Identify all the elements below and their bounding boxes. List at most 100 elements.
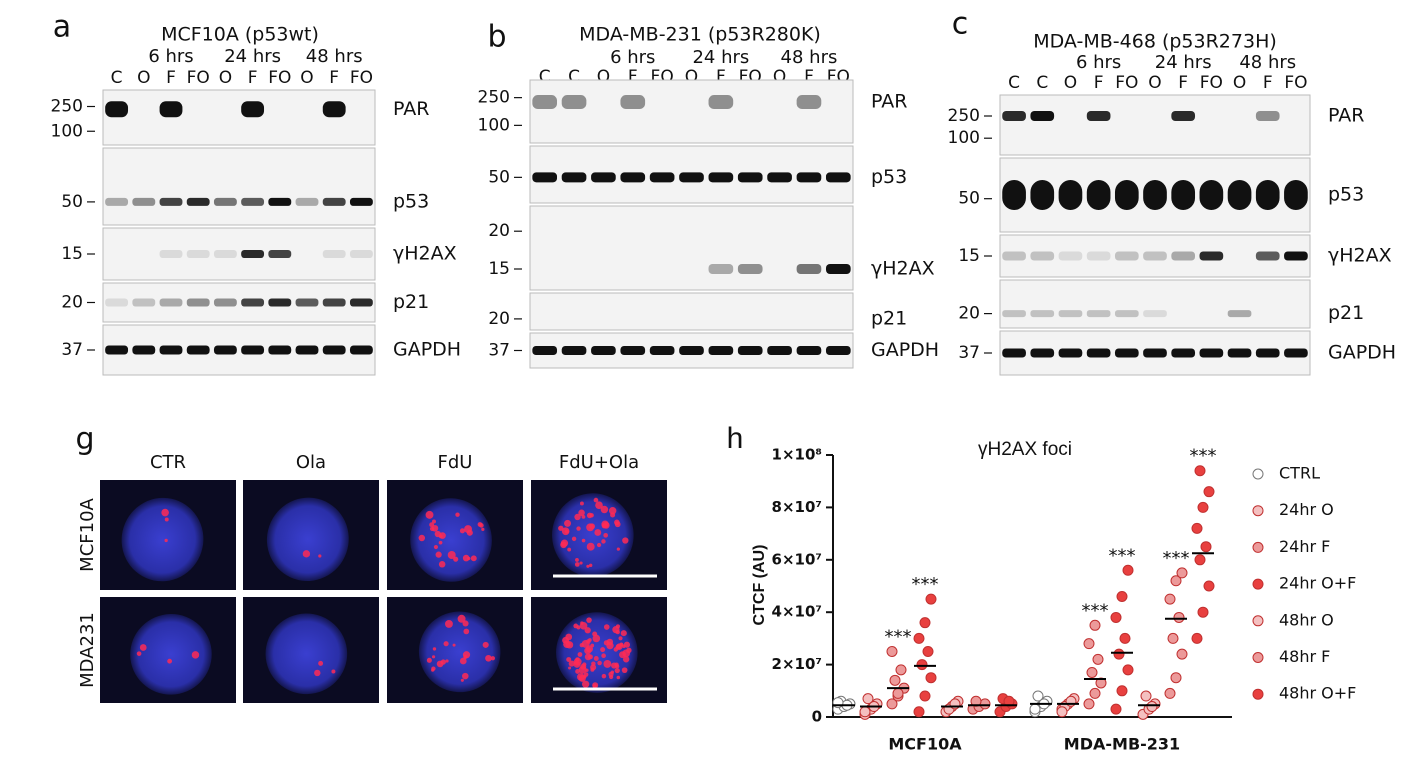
band xyxy=(268,250,292,258)
point xyxy=(1092,653,1104,665)
focus xyxy=(431,668,435,672)
point xyxy=(1116,685,1128,697)
marker-label: 50 xyxy=(61,192,83,212)
focus xyxy=(603,624,610,630)
legend-label: 24hr F xyxy=(1279,537,1330,556)
focus xyxy=(601,522,608,529)
focus xyxy=(564,519,572,527)
lane-label: F xyxy=(804,67,814,87)
band xyxy=(268,298,292,307)
focus xyxy=(592,634,601,643)
protein-label: p21 xyxy=(393,291,429,313)
focus xyxy=(136,651,142,656)
time-label: 6 hrs xyxy=(1076,52,1121,73)
focus xyxy=(425,510,434,519)
focus xyxy=(563,640,571,649)
focus xyxy=(470,555,477,562)
focus xyxy=(582,680,590,688)
focus xyxy=(565,633,573,641)
lane-label: O xyxy=(1233,73,1246,93)
band xyxy=(532,346,558,355)
band xyxy=(620,172,646,183)
legend-swatch xyxy=(1252,541,1264,553)
legend-label: 48hr F xyxy=(1279,647,1330,666)
focus xyxy=(558,525,564,531)
protein-label: γH2AX xyxy=(871,258,935,280)
band xyxy=(186,197,210,206)
focus xyxy=(579,622,588,630)
focus xyxy=(603,660,612,668)
focus xyxy=(460,678,464,682)
band xyxy=(679,346,704,355)
marker-label: 250 xyxy=(948,106,980,126)
legend-label: 48hr O xyxy=(1279,610,1334,629)
point xyxy=(1083,698,1095,710)
band xyxy=(1030,251,1055,261)
focus xyxy=(560,539,569,547)
focus xyxy=(318,660,324,666)
focus xyxy=(435,551,442,558)
band xyxy=(1143,251,1167,261)
band xyxy=(708,264,734,274)
focus xyxy=(608,507,617,515)
band xyxy=(1255,111,1280,121)
band xyxy=(268,197,292,206)
point xyxy=(1176,648,1188,660)
band xyxy=(322,197,346,206)
point xyxy=(1116,590,1128,602)
band xyxy=(213,250,237,258)
marker-label: 50 xyxy=(958,189,980,209)
focus xyxy=(455,512,460,517)
focus xyxy=(615,624,620,629)
marker-label: 15 xyxy=(488,259,510,279)
protein-label: p53 xyxy=(1328,184,1364,206)
focus xyxy=(432,647,437,651)
focus xyxy=(615,644,621,650)
focus xyxy=(452,643,456,647)
focus xyxy=(616,675,621,680)
point xyxy=(1122,564,1134,576)
panel-letter: h xyxy=(727,422,744,455)
y-tick-label: 0 xyxy=(812,708,822,726)
band xyxy=(1030,348,1055,358)
band xyxy=(708,172,734,183)
focus xyxy=(418,534,426,542)
lane-label: F xyxy=(329,68,339,88)
point xyxy=(1056,706,1068,718)
focus xyxy=(453,556,459,562)
point xyxy=(1203,580,1215,592)
band xyxy=(1030,111,1055,121)
band xyxy=(1171,348,1196,358)
y-tick-label: 8×10⁷ xyxy=(772,498,822,516)
time-label: 6 hrs xyxy=(148,46,193,67)
blot-title: MCF10A (p53wt) xyxy=(161,24,319,46)
nucleus xyxy=(418,611,501,693)
lane-label: F xyxy=(1178,73,1188,93)
focus xyxy=(438,540,443,545)
x-tick-label: MDA-MB-231 xyxy=(1064,735,1180,754)
marker-label: 15 xyxy=(61,244,83,264)
point xyxy=(1203,486,1215,498)
focus xyxy=(579,561,583,565)
focus xyxy=(462,620,469,627)
band xyxy=(708,95,734,110)
marker-label: 15 xyxy=(958,246,980,266)
time-label: 48 hrs xyxy=(781,47,838,68)
lane-label: O xyxy=(1064,73,1077,93)
focus xyxy=(161,508,169,517)
point xyxy=(859,706,871,718)
blot-strip xyxy=(102,147,376,226)
point xyxy=(1170,672,1182,684)
lane-label: C xyxy=(568,67,580,87)
focus xyxy=(592,682,599,689)
significance: *** xyxy=(1190,446,1217,467)
marker-label: 100 xyxy=(51,121,83,141)
point xyxy=(1032,690,1044,702)
band xyxy=(796,264,822,274)
focus xyxy=(596,542,602,548)
focus xyxy=(139,644,147,651)
band xyxy=(159,250,183,258)
nucleus xyxy=(130,614,212,695)
protein-label: PAR xyxy=(871,91,907,113)
lane-label: F xyxy=(628,67,638,87)
